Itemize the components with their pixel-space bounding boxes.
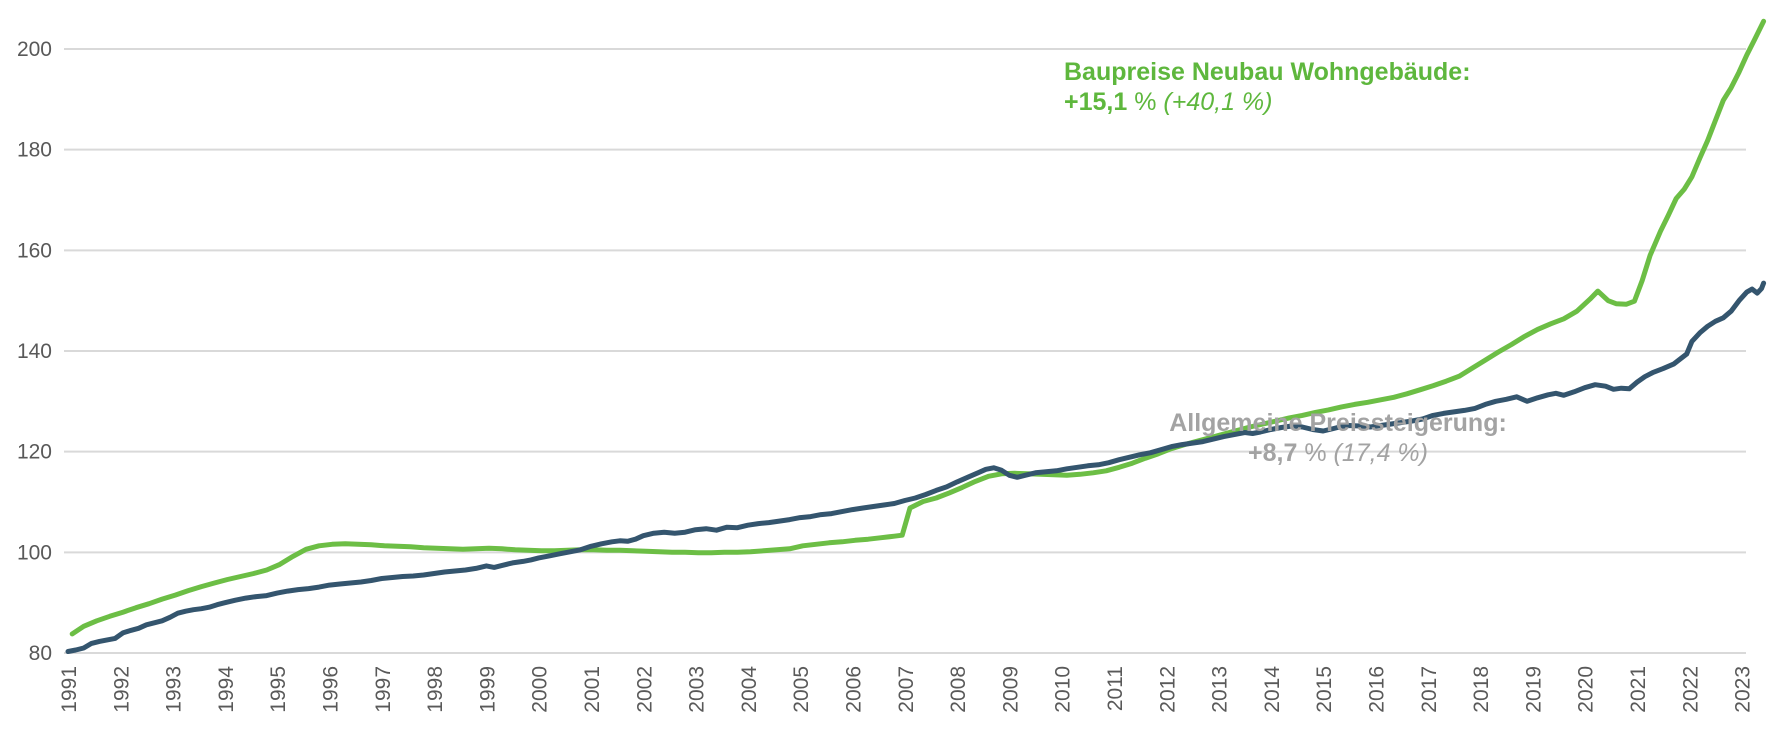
x-tick-label-2004: 2004 — [738, 666, 761, 713]
x-axis-year-labels: 1991 1992 1993 1994 1995 1996 1997 1998 1999 2000… — [58, 666, 1755, 713]
baupreise-annotation: Baupreise Neubau Wohngebäude: +15,1 % (+… — [1064, 57, 1471, 117]
x-tick-label-2006: 2006 — [843, 666, 866, 713]
baupreise-annotation-unit: % — [1134, 88, 1157, 116]
x-tick-label-2010: 2010 — [1052, 666, 1075, 713]
x-tick-label-1996: 1996 — [320, 666, 343, 713]
x-tick-label-2012: 2012 — [1156, 666, 1179, 713]
x-tick-label-2002: 2002 — [633, 666, 656, 713]
preissteigerung-annotation-title: Allgemeine Preissteigerung: — [1169, 409, 1507, 437]
x-tick-label-2022: 2022 — [1679, 666, 1702, 713]
x-tick-label-2007: 2007 — [895, 666, 918, 713]
x-tick-label-2021: 2021 — [1627, 666, 1650, 713]
gridlines — [64, 48, 1746, 654]
x-tick-label-1998: 1998 — [424, 666, 447, 713]
x-tick-label-2017: 2017 — [1418, 666, 1441, 713]
x-tick-label-1993: 1993 — [163, 666, 186, 713]
y-tick-label-200: 200 — [17, 38, 52, 61]
baupreise-annotation-value-line: +15,1 % (+40,1 %) — [1064, 87, 1471, 117]
baupreise-annotation-value: +15,1 — [1064, 88, 1128, 116]
x-tick-label-2023: 2023 — [1732, 666, 1755, 713]
y-tick-label-140: 140 — [17, 340, 52, 363]
y-tick-label-180: 180 — [17, 139, 52, 162]
x-tick-label-1999: 1999 — [476, 666, 499, 713]
x-tick-label-2015: 2015 — [1313, 666, 1336, 713]
x-tick-label-2018: 2018 — [1470, 666, 1493, 713]
x-tick-label-2000: 2000 — [529, 666, 552, 713]
x-tick-label-2019: 2019 — [1522, 666, 1545, 713]
x-tick-label-1997: 1997 — [372, 666, 395, 713]
preissteigerung-annotation-paren: (17,4 %) — [1333, 439, 1428, 467]
x-tick-label-1994: 1994 — [215, 666, 238, 713]
y-tick-label-160: 160 — [17, 239, 52, 262]
x-tick-label-2009: 2009 — [999, 666, 1022, 713]
x-tick-label-2003: 2003 — [686, 666, 709, 713]
preissteigerung-annotation-value-line: +8,7 % (17,4 %) — [1168, 438, 1508, 468]
y-axis-tick-labels: 80 100 120 140 160 180 200 — [17, 38, 52, 665]
x-tick-label-2011: 2011 — [1104, 666, 1127, 711]
series-lines — [65, 18, 1767, 654]
baupreise-annotation-paren: (+40,1 %) — [1163, 88, 1273, 116]
x-tick-label-2008: 2008 — [947, 666, 970, 713]
x-tick-label-2016: 2016 — [1366, 666, 1389, 713]
preissteigerung-annotation: Allgemeine Preissteigerung: +8,7 % (17,4… — [1168, 408, 1508, 468]
y-tick-label-120: 120 — [17, 441, 52, 464]
x-tick-label-2013: 2013 — [1209, 666, 1232, 713]
x-tick-label-2014: 2014 — [1261, 666, 1284, 713]
preissteigerung-line — [65, 280, 1767, 654]
x-tick-label-2001: 2001 — [581, 666, 604, 713]
preissteigerung-annotation-unit: % — [1304, 439, 1327, 467]
baupreise-line — [69, 18, 1767, 637]
y-tick-label-80: 80 — [29, 642, 52, 665]
x-tick-label-1991: 1991 — [58, 666, 81, 713]
baupreise-annotation-title: Baupreise Neubau Wohngebäude: — [1064, 58, 1471, 86]
x-tick-label-1995: 1995 — [267, 666, 290, 713]
preissteigerung-annotation-value: +8,7 — [1248, 439, 1298, 467]
y-tick-label-100: 100 — [17, 541, 52, 564]
x-tick-label-2005: 2005 — [790, 666, 813, 713]
x-tick-label-1992: 1992 — [110, 666, 133, 713]
x-tick-label-2020: 2020 — [1575, 666, 1598, 713]
